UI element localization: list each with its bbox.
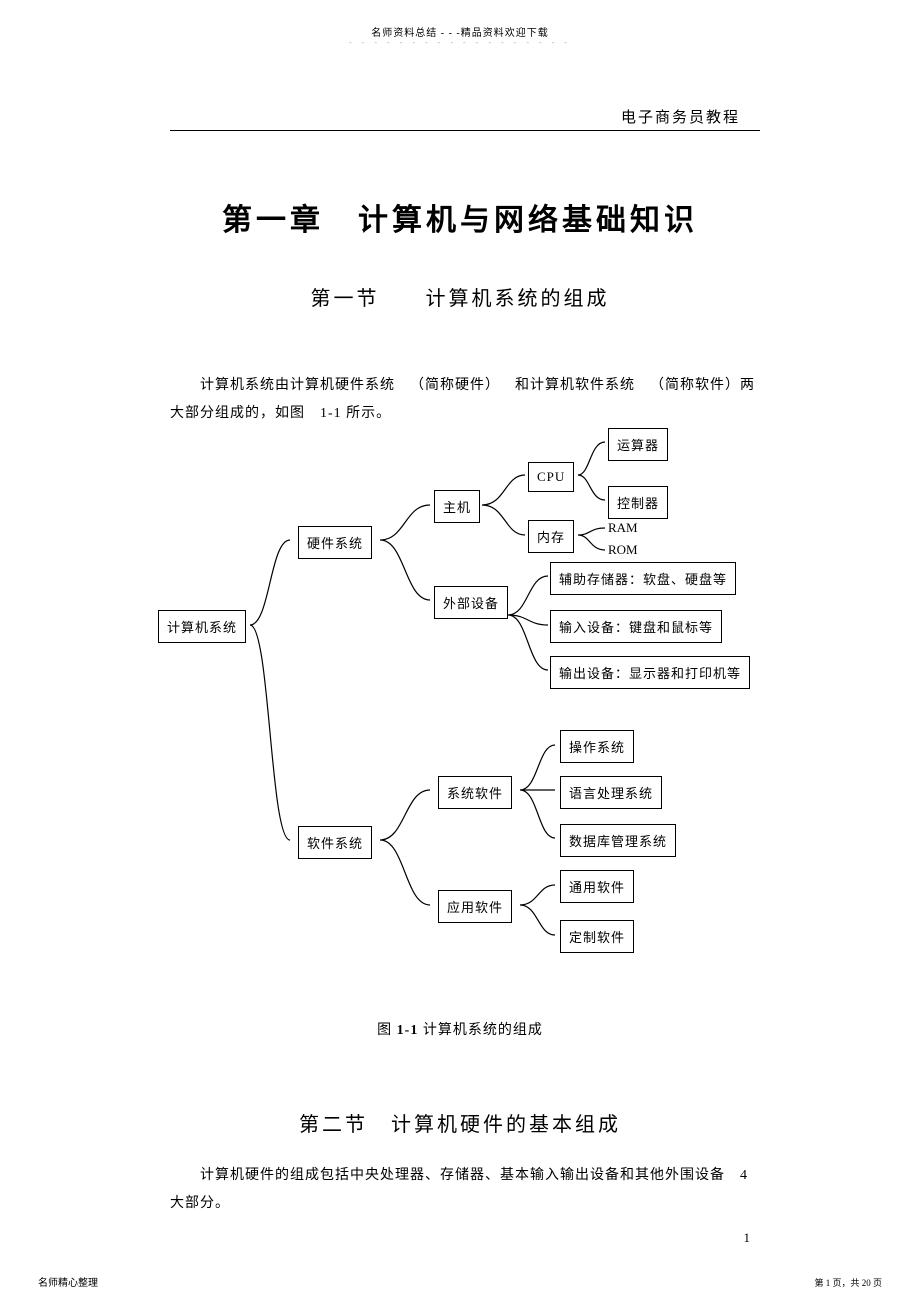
- header-text: 名师资料总结 - - -精品资料欢迎下载: [0, 24, 920, 39]
- node-os: 操作系统: [560, 730, 634, 763]
- tree-diagram: 计算机系统 硬件系统 软件系统 主机 外部设备 CPU 内存 运算器 控制器 R…: [130, 420, 810, 1000]
- node-cpu: CPU: [528, 462, 574, 492]
- node-system-software: 系统软件: [438, 776, 512, 809]
- node-aux-storage: 辅助存储器：软盘、硬盘等: [550, 562, 736, 595]
- chapter-heading: 第一章 计算机与网络基础知识: [0, 195, 920, 239]
- section1-heading: 第一节 计算机系统的组成: [0, 282, 920, 311]
- node-hardware: 硬件系统: [298, 526, 372, 559]
- node-generic-sw: 通用软件: [560, 870, 634, 903]
- caption-number: 1-1: [397, 1023, 419, 1038]
- section2-heading: 第二节 计算机硬件的基本组成: [0, 1108, 920, 1137]
- node-custom-sw: 定制软件: [560, 920, 634, 953]
- node-alu: 运算器: [608, 428, 668, 461]
- figure-caption: 图 1-1 计算机系统的组成: [0, 1019, 920, 1039]
- title-underline: [170, 130, 760, 131]
- header-dots: - - - - - - - - - - - - - - - - - -: [0, 38, 920, 47]
- node-controller: 控制器: [608, 486, 668, 519]
- node-memory: 内存: [528, 520, 574, 553]
- node-output-dev: 输出设备：显示器和打印机等: [550, 656, 750, 689]
- node-lang-proc: 语言处理系统: [560, 776, 662, 809]
- page-number: 1: [744, 1230, 751, 1246]
- footer-right: 第 1 页，共 20 页: [814, 1276, 882, 1289]
- node-host: 主机: [434, 490, 480, 523]
- footer-left: 名师精心整理: [38, 1274, 98, 1289]
- node-software: 软件系统: [298, 826, 372, 859]
- node-ram: RAM: [608, 520, 638, 536]
- node-app-software: 应用软件: [438, 890, 512, 923]
- document-title: 电子商务员教程: [621, 106, 740, 127]
- node-dbms: 数据库管理系统: [560, 824, 676, 857]
- node-input-dev: 输入设备：键盘和鼠标等: [550, 610, 722, 643]
- node-root: 计算机系统: [158, 610, 246, 643]
- node-external: 外部设备: [434, 586, 508, 619]
- caption-text: 计算机系统的组成: [418, 1023, 543, 1038]
- caption-prefix: 图: [377, 1023, 397, 1038]
- node-rom: ROM: [608, 542, 638, 558]
- paragraph-2: 计算机硬件的组成包括中央处理器、存储器、基本输入输出设备和其他外围设备 4 大部…: [170, 1162, 760, 1218]
